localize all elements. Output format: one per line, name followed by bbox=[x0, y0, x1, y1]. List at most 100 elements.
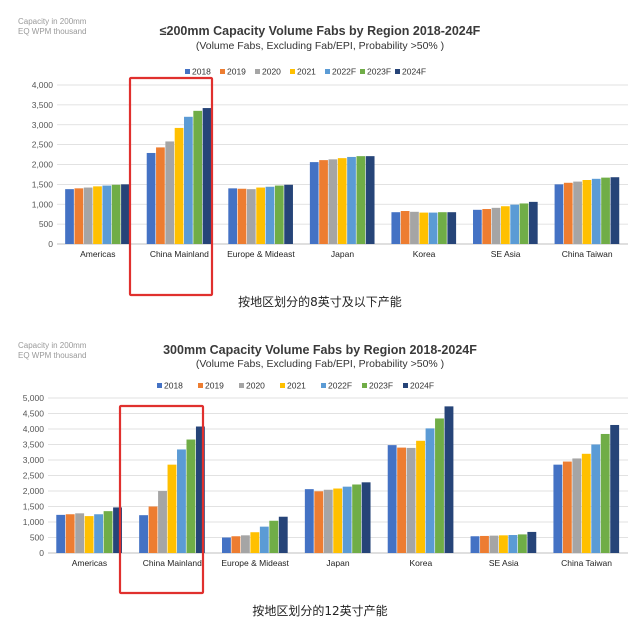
bar bbox=[177, 449, 186, 553]
bar bbox=[240, 535, 250, 553]
y-tick-label: 1,500 bbox=[32, 179, 54, 189]
bar bbox=[246, 189, 256, 244]
bar bbox=[319, 160, 328, 244]
y-tick-label: 3,500 bbox=[32, 100, 54, 110]
bar bbox=[419, 212, 429, 244]
legend-label: 2020 bbox=[262, 67, 281, 77]
bar bbox=[610, 424, 620, 553]
bar bbox=[156, 147, 165, 244]
bar bbox=[304, 489, 314, 553]
bar bbox=[591, 178, 601, 244]
y-tick-label: 3,500 bbox=[23, 440, 45, 450]
y-tick-label: 0 bbox=[48, 239, 53, 249]
legend-label: 2018 bbox=[164, 381, 183, 391]
bar bbox=[284, 184, 293, 244]
y-tick-label: 500 bbox=[39, 219, 53, 229]
bar bbox=[158, 491, 167, 553]
y-tick-label: 1,000 bbox=[32, 199, 54, 209]
bar bbox=[406, 447, 416, 553]
bar bbox=[237, 188, 247, 244]
legend-label: 2019 bbox=[205, 381, 224, 391]
bar bbox=[228, 188, 238, 244]
bar bbox=[527, 531, 537, 553]
bar bbox=[473, 209, 482, 244]
bar bbox=[600, 433, 610, 553]
bar bbox=[610, 177, 620, 244]
bar bbox=[167, 464, 177, 553]
bar bbox=[470, 536, 480, 553]
bar bbox=[391, 212, 401, 244]
bar bbox=[563, 182, 573, 244]
category-label: China Mainland bbox=[150, 249, 209, 259]
bar bbox=[554, 184, 564, 244]
bar bbox=[553, 464, 563, 553]
y-tick-label: 1,500 bbox=[23, 502, 45, 512]
legend-label: 2021 bbox=[287, 381, 306, 391]
bar bbox=[342, 486, 352, 553]
legend-label: 2023F bbox=[367, 67, 391, 77]
bar bbox=[347, 156, 356, 244]
bar bbox=[528, 201, 538, 244]
y-tick-label: 3,000 bbox=[23, 455, 45, 465]
bar bbox=[103, 511, 113, 553]
legend-swatch bbox=[157, 383, 162, 388]
bar bbox=[400, 211, 410, 244]
category-label: Japan bbox=[326, 558, 349, 568]
bar bbox=[482, 209, 492, 244]
bar bbox=[274, 185, 284, 244]
legend-swatch bbox=[321, 383, 326, 388]
chart-title: ≤200mm Capacity Volume Fabs by Region 20… bbox=[159, 24, 481, 38]
bar bbox=[113, 507, 122, 553]
y-tick-label: 2,500 bbox=[23, 471, 45, 481]
category-label: Japan bbox=[331, 249, 354, 259]
bar bbox=[323, 489, 333, 553]
bar bbox=[562, 461, 572, 553]
bar bbox=[146, 152, 156, 244]
y-tick-label: 1,000 bbox=[23, 517, 45, 527]
bar bbox=[438, 212, 447, 244]
category-label: SE Asia bbox=[489, 558, 519, 568]
category-label: SE Asia bbox=[491, 249, 521, 259]
legend-label: 2022F bbox=[328, 381, 352, 391]
legend-label: 2023F bbox=[369, 381, 393, 391]
legend-label: 2022F bbox=[332, 67, 356, 77]
legend-swatch bbox=[395, 69, 400, 74]
legend-swatch bbox=[290, 69, 295, 74]
bar bbox=[111, 184, 121, 244]
bar bbox=[93, 186, 102, 244]
bar bbox=[84, 516, 94, 553]
bar bbox=[361, 482, 371, 553]
legend-swatch bbox=[198, 383, 203, 388]
bar bbox=[498, 535, 508, 553]
bar bbox=[278, 516, 288, 553]
bar bbox=[510, 204, 520, 244]
bar bbox=[265, 186, 275, 244]
category-label: China Taiwan bbox=[562, 249, 613, 259]
bar bbox=[174, 127, 184, 244]
category-label: Americas bbox=[72, 558, 107, 568]
chart-caption: 按地区划分的8英寸及以下产能 bbox=[238, 295, 402, 309]
bar bbox=[328, 159, 338, 244]
bar bbox=[193, 110, 203, 245]
y-tick-label: 500 bbox=[30, 533, 44, 543]
unit-label: Capacity in 200mm EQ WPM thousand bbox=[18, 17, 87, 36]
bar bbox=[337, 158, 347, 244]
legend-label: 2021 bbox=[297, 67, 316, 77]
y-tick-label: 2,500 bbox=[32, 140, 54, 150]
bar bbox=[416, 440, 425, 553]
bar bbox=[601, 177, 610, 244]
bar bbox=[581, 453, 591, 553]
bar bbox=[314, 491, 324, 553]
bar bbox=[447, 212, 457, 244]
bar bbox=[148, 506, 158, 553]
bar bbox=[387, 445, 397, 553]
bar bbox=[435, 418, 444, 553]
legend-swatch bbox=[255, 69, 260, 74]
legend-swatch bbox=[280, 383, 285, 388]
bar bbox=[508, 535, 518, 553]
category-label: China Taiwan bbox=[561, 558, 612, 568]
bar bbox=[428, 212, 438, 244]
bar bbox=[480, 535, 489, 553]
chart-subtitle: (Volume Fabs, Excluding Fab/EPI, Probabi… bbox=[195, 40, 445, 52]
